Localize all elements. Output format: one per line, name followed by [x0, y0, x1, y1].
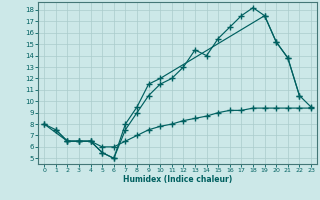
X-axis label: Humidex (Indice chaleur): Humidex (Indice chaleur) [123, 175, 232, 184]
